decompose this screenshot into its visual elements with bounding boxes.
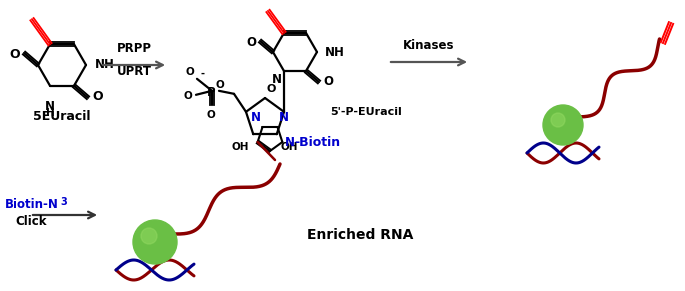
Text: O: O <box>183 91 192 101</box>
Text: -Biotin: -Biotin <box>295 136 340 148</box>
Text: O: O <box>246 36 256 49</box>
Text: H: H <box>46 108 54 118</box>
Text: NH: NH <box>95 58 115 72</box>
Text: NH: NH <box>325 45 345 58</box>
Circle shape <box>141 228 157 244</box>
Text: O: O <box>10 47 20 61</box>
Text: P: P <box>207 86 215 99</box>
Text: 5EUracil: 5EUracil <box>34 110 90 123</box>
Text: Kinases: Kinases <box>403 39 455 52</box>
Circle shape <box>133 220 177 264</box>
Text: O: O <box>216 80 225 90</box>
Text: N: N <box>251 111 262 125</box>
Text: OH: OH <box>281 142 298 152</box>
Text: O: O <box>185 67 194 77</box>
Text: UPRT: UPRT <box>116 65 151 78</box>
Text: O: O <box>207 110 215 120</box>
Text: O: O <box>267 84 276 94</box>
Text: Click: Click <box>15 215 47 228</box>
Circle shape <box>551 113 565 127</box>
Text: OH: OH <box>232 142 249 152</box>
Text: O: O <box>323 74 333 88</box>
Text: O: O <box>92 90 103 103</box>
Text: N: N <box>279 111 288 125</box>
Text: N: N <box>286 136 295 148</box>
Text: N: N <box>272 73 282 86</box>
Text: Enriched RNA: Enriched RNA <box>307 228 413 242</box>
Text: 3: 3 <box>60 197 66 207</box>
Text: N: N <box>45 100 55 113</box>
Text: PRPP: PRPP <box>116 42 151 55</box>
Circle shape <box>543 105 583 145</box>
Text: -: - <box>201 69 205 79</box>
Text: 5'-P-EUracil: 5'-P-EUracil <box>330 107 401 117</box>
Text: Biotin-N: Biotin-N <box>5 198 59 212</box>
